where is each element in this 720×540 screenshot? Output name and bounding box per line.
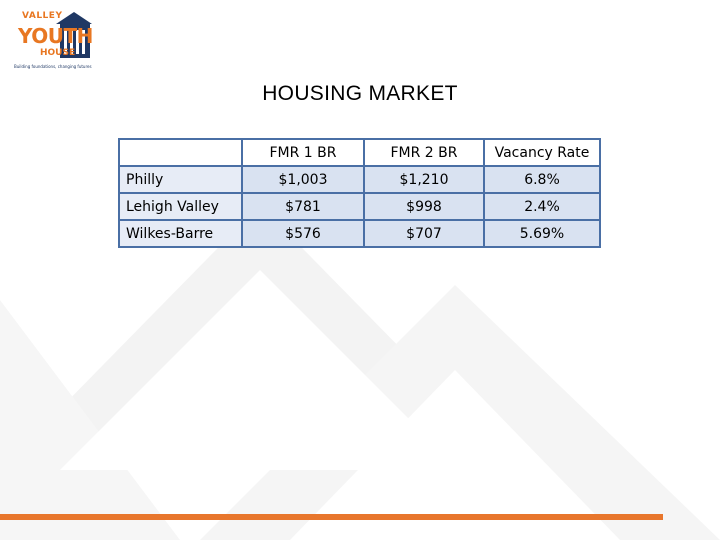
fmr-2br-cell: $1,210 [363, 165, 485, 194]
valley-youth-house-logo: VALLEY YOUTH HOUSE Building foundations,… [12, 10, 104, 72]
header-cell-vacancy-rate: Vacancy Rate [483, 138, 601, 167]
header-cell-fmr-2br: FMR 2 BR [363, 138, 485, 167]
logo-word-youth: YOUTH [18, 24, 93, 48]
vacancy-rate-cell: 2.4% [483, 192, 601, 221]
logo-word-valley: VALLEY [22, 11, 63, 21]
header-cell-empty [118, 138, 243, 167]
fmr-2br-cell: $998 [363, 192, 485, 221]
table-row: Philly $1,003 $1,210 6.8% [118, 165, 601, 194]
footer-accent-bar [0, 514, 663, 520]
table-row: Lehigh Valley $781 $998 2.4% [118, 192, 601, 221]
table-header-row: FMR 1 BR FMR 2 BR Vacancy Rate [118, 138, 601, 167]
fmr-1br-cell: $781 [241, 192, 365, 221]
logo-word-house: HOUSE [40, 48, 76, 58]
house-icon [56, 12, 92, 58]
fmr-1br-cell: $576 [241, 219, 365, 248]
housing-market-table: FMR 1 BR FMR 2 BR Vacancy Rate Philly $1… [118, 138, 601, 248]
row-label: Lehigh Valley [118, 192, 243, 221]
row-label: Philly [118, 165, 243, 194]
fmr-1br-cell: $1,003 [241, 165, 365, 194]
fmr-2br-cell: $707 [363, 219, 485, 248]
vacancy-rate-cell: 6.8% [483, 165, 601, 194]
logo-tagline: Building foundations, changing futures [14, 64, 92, 69]
table-row: Wilkes-Barre $576 $707 5.69% [118, 219, 601, 248]
row-label: Wilkes-Barre [118, 219, 243, 248]
vacancy-rate-cell: 5.69% [483, 219, 601, 248]
header-cell-fmr-1br: FMR 1 BR [241, 138, 365, 167]
slide-title: HOUSING MARKET [262, 82, 458, 105]
